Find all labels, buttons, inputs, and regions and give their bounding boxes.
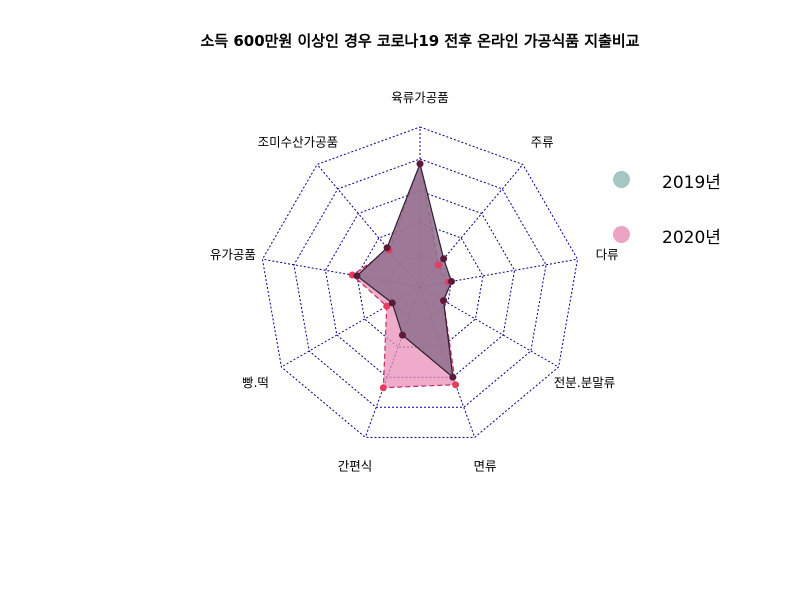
axis-label-2: 주류 [531, 134, 554, 149]
axis-label-5: 면류 [473, 459, 496, 474]
data-point-2019-9 [384, 244, 391, 251]
data-point-2019-1 [417, 160, 424, 167]
data-point-2020-5 [452, 381, 459, 388]
legend-label-2019: 2019년 [662, 168, 721, 193]
data-point-2020-2 [435, 261, 442, 268]
data-point-2020-6 [380, 384, 387, 391]
axis-label-8: 유가공품 [210, 247, 256, 262]
series-areas [352, 164, 455, 388]
data-point-2019-8 [353, 272, 360, 279]
axis-label-4: 전분.분말류 [554, 375, 615, 390]
axis-label-6: 간편식 [338, 459, 373, 474]
data-point-2019-6 [399, 332, 406, 339]
axis-label-1: 육류가공품 [391, 90, 449, 105]
data-point-2019-4 [440, 297, 447, 304]
data-point-2019-5 [449, 374, 456, 381]
legend-swatch-2020 [613, 226, 630, 243]
legend-item-2020: 2020년 [605, 221, 785, 251]
data-point-2019-7 [389, 300, 396, 307]
data-point-2019-2 [440, 255, 447, 262]
axis-label-7: 빵.떡 [242, 375, 269, 390]
legend-item-2019: 2019년 [605, 166, 785, 196]
axis-label-9: 조미수산가공품 [258, 134, 339, 149]
legend-swatch-2019 [613, 171, 630, 188]
data-point-2019-3 [448, 278, 455, 285]
legend-label-2020: 2020년 [662, 223, 721, 248]
